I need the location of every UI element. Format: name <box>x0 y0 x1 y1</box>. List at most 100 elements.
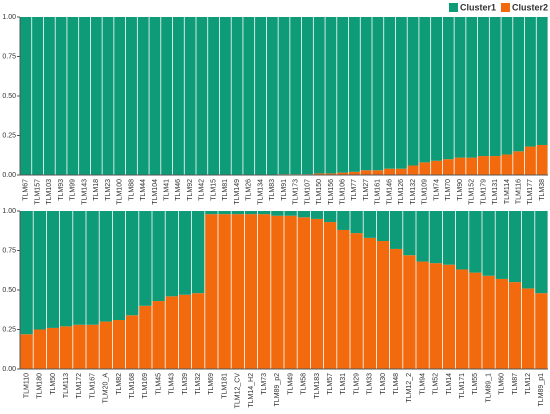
bar-segment: Cluster1 <box>395 17 407 169</box>
bar-segment: Cluster1 <box>219 17 231 175</box>
bar-segment: Cluster2 <box>73 324 86 369</box>
x-tick-label: TLM167 <box>89 373 96 399</box>
x-tick-label: TLM179 <box>480 179 487 205</box>
bar-segment: Cluster1 <box>112 211 126 321</box>
bar-segment: Cluster1 <box>20 211 33 335</box>
x-tick-label: TLM45 <box>155 373 162 395</box>
x-tick-label: TLM104 <box>152 179 159 205</box>
bar-segment: Cluster1 <box>456 211 469 270</box>
x-tick-label: TLM110 <box>23 373 30 398</box>
bar-segment: Cluster2 <box>513 151 525 175</box>
y-tick-label: 1.00 <box>2 14 16 21</box>
x-tick-label: TLM26 <box>246 179 253 201</box>
x-tick-label: TLM60 <box>499 373 506 395</box>
bar-segment: Cluster2 <box>469 272 482 369</box>
x-tick-label: TLM132 <box>410 179 417 205</box>
bar-segment: Cluster1 <box>46 211 60 328</box>
x-tick-label: TLM52 <box>433 373 440 395</box>
bar-segment: Cluster1 <box>55 17 67 175</box>
bar-segment: Cluster1 <box>161 17 173 175</box>
x-tick-label: TLM30 <box>380 373 387 395</box>
x-tick-label: TLM100 <box>117 179 124 205</box>
bar-segment: Cluster1 <box>403 211 416 256</box>
bar-segment: Cluster2 <box>495 278 508 369</box>
bar-segment: Cluster1 <box>165 211 178 297</box>
x-tick-label: TLM87 <box>512 373 519 395</box>
x-tick-label: TLM116 <box>516 179 523 204</box>
x-tick-label: TLM143 <box>81 179 88 205</box>
bar-segment: Cluster1 <box>244 211 258 215</box>
bar-segment: Cluster2 <box>390 248 403 369</box>
bar-segment: Cluster1 <box>429 211 442 264</box>
x-tick-label: TLM183 <box>314 373 321 399</box>
bar-segment: Cluster1 <box>172 17 184 175</box>
x-tick-label: TLM74 <box>433 179 440 201</box>
y-tick-label: 0.25 <box>2 132 16 139</box>
bar-segment: Cluster1 <box>205 211 218 215</box>
bar-segment: Cluster1 <box>99 211 112 322</box>
x-tick-label: TLM50 <box>50 373 57 395</box>
bar-segment: Cluster1 <box>363 211 376 238</box>
bar-segment: Cluster1 <box>43 17 55 175</box>
bar-segment: Cluster1 <box>218 211 231 215</box>
bar-segment: Cluster1 <box>495 211 508 279</box>
bar-segment: Cluster1 <box>149 17 161 175</box>
legend-swatch <box>500 3 510 12</box>
x-tick-label: TLM41 <box>164 179 171 201</box>
bar-segment: Cluster1 <box>278 17 290 175</box>
x-tick-label: TLM181 <box>221 373 228 399</box>
bar-segment: Cluster2 <box>478 156 489 175</box>
bar-segment: Cluster2 <box>297 217 310 369</box>
bar-segment: Cluster1 <box>431 17 442 161</box>
x-tick-label: TLM15 <box>210 179 217 201</box>
bar-segment: Cluster2 <box>442 264 456 369</box>
bar-segment: Cluster1 <box>501 17 513 155</box>
bar-segment: Cluster1 <box>231 17 243 175</box>
y-tick-label: 0.75 <box>2 247 16 254</box>
bar-segment: Cluster2 <box>271 215 284 369</box>
bar-segment: Cluster1 <box>126 211 139 316</box>
bar-segment: Cluster1 <box>454 17 466 158</box>
bar-segment: Cluster1 <box>325 17 337 174</box>
bar-segment: Cluster1 <box>60 211 73 327</box>
bar-segment: Cluster2 <box>337 172 349 175</box>
x-tick-label: TLM88 <box>128 179 135 201</box>
y-tick-label: 1.00 <box>2 208 16 215</box>
bar-segment: Cluster1 <box>313 17 325 174</box>
bar-segment: Cluster2 <box>442 159 454 175</box>
bar-segment: Cluster1 <box>243 17 255 175</box>
x-tick-label: TLM23 <box>105 179 112 201</box>
bar-segment: Cluster2 <box>524 146 536 175</box>
bar-segment: Cluster1 <box>271 211 284 216</box>
bar-segment: Cluster1 <box>350 211 363 234</box>
bar-segment: Cluster1 <box>469 211 482 273</box>
bar-segment: Cluster2 <box>192 293 205 369</box>
bar-segment: Cluster2 <box>501 154 513 175</box>
bar-segment: Cluster1 <box>535 211 548 294</box>
x-tick-label: TLM58 <box>301 373 308 395</box>
bar-segment: Cluster2 <box>466 157 478 175</box>
x-tick-label: TLM70 <box>445 179 452 201</box>
x-tick-label: TLM20_A <box>103 373 110 404</box>
bar-segment: Cluster1 <box>255 17 266 175</box>
bar-segment: Cluster1 <box>372 17 384 171</box>
y-tick-label: 0.75 <box>2 53 16 60</box>
bar-segment: Cluster1 <box>324 211 337 223</box>
bar-segment: Cluster1 <box>302 17 313 175</box>
x-tick-label: TLM91 <box>281 179 288 201</box>
x-tick-label: TLM126 <box>398 179 405 205</box>
x-tick-label: TLM173 <box>293 179 300 205</box>
x-tick-label: TLM146 <box>386 179 393 205</box>
bar-segment: Cluster2 <box>376 241 390 369</box>
x-tick-label: TLM156 <box>328 179 335 205</box>
bar-segment: Cluster1 <box>126 17 137 175</box>
bar-segment: Cluster1 <box>20 17 32 175</box>
x-tick-label: TLM177 <box>527 179 534 205</box>
bar-segment: Cluster1 <box>360 17 372 171</box>
bar-segment: Cluster2 <box>60 326 73 369</box>
bar-segment: Cluster2 <box>231 214 244 369</box>
x-tick-label: TLM14 <box>446 373 453 395</box>
bar-segment: Cluster2 <box>284 215 297 369</box>
legend-swatch <box>448 3 458 12</box>
x-tick-label: TLM157 <box>34 179 41 205</box>
